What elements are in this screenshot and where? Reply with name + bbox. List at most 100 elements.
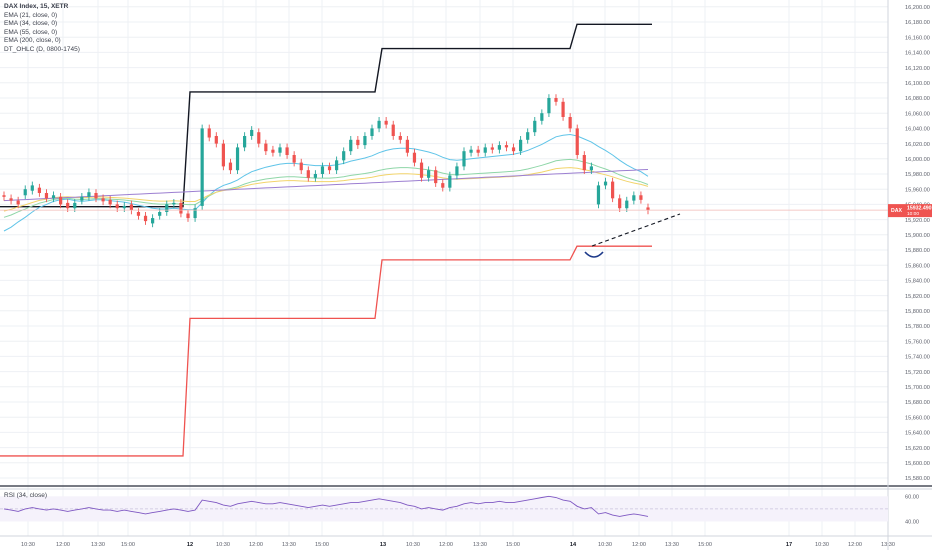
rsi-pane: 60.00 40.00 [0, 494, 919, 525]
legend-dt-ohlc[interactable]: DT_OHLC (D, 0800-1745) [4, 45, 80, 53]
candle-body [554, 98, 558, 102]
candle-body [377, 120, 381, 129]
time-tick-label: 12:00 [249, 542, 263, 548]
candle-body [243, 136, 247, 148]
candle-body [193, 208, 197, 219]
rsi-line [3, 495, 649, 517]
rsi-tick-label: 40.00 [905, 519, 919, 525]
candle-body [349, 139, 353, 152]
price-tick-label: 16,000.00 [905, 157, 930, 163]
time-tick-label: 12:00 [439, 542, 453, 548]
candle-body [200, 128, 204, 206]
time-tick-label: 10:30 [598, 542, 612, 548]
candle-body [342, 151, 346, 161]
price-tick-label: 16,060.00 [905, 111, 930, 117]
price-tick-label: 15,580.00 [905, 476, 930, 482]
price-tick-label: 16,180.00 [905, 20, 930, 26]
price-tick-label: 15,860.00 [905, 263, 930, 269]
candle-body [427, 170, 431, 178]
price-tick-label: 16,160.00 [905, 35, 930, 41]
legend-ema34[interactable]: EMA (34, close, 0) [4, 20, 58, 28]
candle-body [2, 195, 6, 197]
candle-body [136, 212, 141, 216]
candle-body [526, 132, 530, 140]
candle-body [37, 187, 41, 193]
price-tick-label: 15,760.00 [905, 339, 930, 345]
candle-body [264, 143, 268, 152]
candle-body [384, 120, 388, 125]
dashed-trendline [591, 213, 681, 247]
candle-body [214, 136, 218, 144]
time-tick-label: 17 [786, 542, 792, 548]
candle-body [299, 162, 303, 171]
candle-body [398, 136, 402, 140]
rsi-legend[interactable]: RSI (34, close) [4, 492, 47, 499]
annotations [0, 209, 888, 258]
candle-body [363, 136, 367, 146]
last-price-value: 15932.490 [907, 206, 932, 212]
price-axis[interactable]: 16,200.00 16,180.00 16,160.00 16,140.00 16,1… [888, 5, 932, 482]
time-tick-label: 15:00 [315, 542, 329, 548]
price-tick-label: 15,600.00 [905, 461, 930, 467]
candle-body [625, 200, 629, 209]
candle-body [207, 128, 211, 138]
candle-body [561, 101, 565, 117]
candle-body [313, 174, 317, 178]
candle-body [356, 139, 360, 146]
price-tick-label: 15,780.00 [905, 324, 930, 330]
candle-body [158, 212, 162, 216]
candle-body [448, 175, 452, 188]
time-tick-label: 15:00 [506, 542, 520, 548]
legend-ema21[interactable]: EMA (21, close, 0) [4, 11, 58, 19]
price-tick-label: 15,960.00 [905, 187, 930, 193]
price-tick-label: 15,920.00 [905, 218, 930, 224]
candle-body [320, 166, 325, 174]
time-axis[interactable]: 10:30 12:00 13:30 15:00 12 10:30 12:00 13:30 15:… [21, 542, 895, 548]
candle-body [618, 198, 622, 209]
time-tick-label: 13:30 [665, 542, 679, 548]
candle-body [80, 196, 84, 201]
candle-body [165, 204, 169, 212]
candle-body [370, 128, 374, 136]
time-tick-label: 10:30 [21, 542, 35, 548]
candle-body [419, 162, 424, 178]
price-tick-label: 15,980.00 [905, 172, 930, 178]
price-tick-label: 15,620.00 [905, 446, 930, 452]
symbol-title[interactable]: DAX Index, 15, XETR [4, 3, 69, 10]
candle-body [9, 198, 13, 201]
candle-body [16, 200, 20, 205]
candle-body [179, 202, 183, 214]
price-tick-label: 15,640.00 [905, 431, 930, 437]
candle-body [186, 213, 190, 219]
candle-body [589, 166, 593, 171]
candle-body [476, 149, 480, 153]
candle-body [292, 155, 296, 163]
price-tick-label: 15,700.00 [905, 385, 930, 391]
time-tick-label: 12:00 [56, 542, 70, 548]
time-tick-label: 10:30 [406, 542, 420, 548]
candle-body [271, 149, 275, 153]
rsi-band [0, 496, 888, 522]
last-price-badge [888, 204, 932, 218]
candle-body [108, 199, 112, 205]
time-tick-label: 12:00 [632, 542, 646, 548]
candle-body [490, 147, 494, 150]
candle-body [335, 160, 339, 171]
price-tick-label: 15,740.00 [905, 355, 930, 361]
price-tick-label: 16,040.00 [905, 127, 930, 133]
legend-ema200[interactable]: EMA (200, close, 0) [4, 37, 61, 45]
time-tick-label: 13:30 [91, 542, 105, 548]
ema34-line [3, 158, 649, 218]
candle-body [511, 147, 516, 152]
candle-body [87, 192, 91, 197]
candle-body [455, 166, 459, 176]
candle-body [497, 145, 501, 150]
candle-body [73, 202, 77, 209]
legend-ema55[interactable]: EMA (55, close, 0) [4, 28, 58, 36]
candle-body [285, 147, 289, 155]
ema-lines [3, 133, 649, 232]
candle-body [575, 128, 579, 155]
